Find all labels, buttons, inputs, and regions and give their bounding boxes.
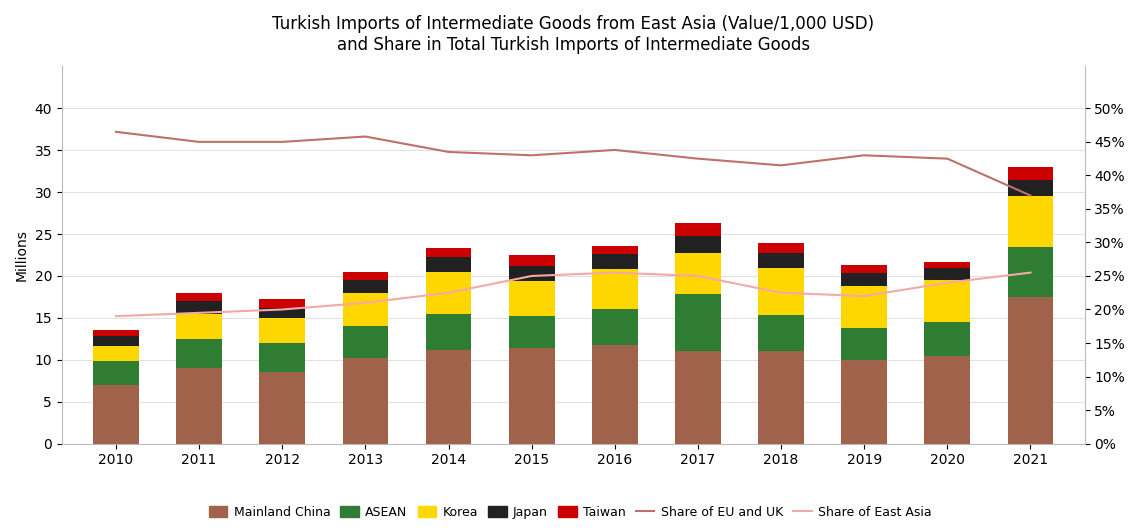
Share of EU and UK bbox=[109, 129, 123, 135]
Bar bbox=[925, 322, 970, 356]
Bar bbox=[342, 358, 389, 444]
Y-axis label: Millions: Millions bbox=[15, 229, 28, 281]
Bar bbox=[425, 272, 471, 314]
Share of East Asia bbox=[276, 306, 290, 313]
Bar bbox=[758, 268, 804, 314]
Share of East Asia bbox=[940, 279, 954, 286]
Line: Share of EU and UK: Share of EU and UK bbox=[116, 132, 1031, 196]
Share of East Asia bbox=[441, 289, 455, 296]
Share of EU and UK bbox=[774, 162, 788, 169]
Bar bbox=[177, 301, 222, 314]
Bar bbox=[425, 350, 471, 444]
Bar bbox=[1008, 196, 1053, 246]
Bar bbox=[342, 272, 389, 280]
Bar bbox=[93, 347, 139, 361]
Share of EU and UK bbox=[193, 139, 206, 145]
Share of East Asia bbox=[857, 293, 871, 299]
Bar bbox=[758, 253, 804, 268]
Share of East Asia bbox=[774, 289, 788, 296]
Bar bbox=[260, 343, 306, 373]
Share of EU and UK bbox=[940, 155, 954, 162]
Share of EU and UK bbox=[1024, 192, 1037, 199]
Bar bbox=[592, 254, 637, 269]
Share of East Asia bbox=[524, 273, 538, 279]
Bar bbox=[508, 266, 554, 281]
Bar bbox=[675, 351, 720, 444]
Share of East Asia bbox=[109, 313, 123, 320]
Bar bbox=[342, 293, 389, 326]
Bar bbox=[675, 252, 720, 294]
Bar bbox=[1008, 167, 1053, 180]
Bar bbox=[758, 314, 804, 351]
Bar bbox=[260, 308, 306, 318]
Share of East Asia bbox=[1024, 269, 1037, 276]
Bar bbox=[93, 361, 139, 385]
Bar bbox=[425, 314, 471, 350]
Share of East Asia bbox=[193, 310, 206, 316]
Bar bbox=[758, 243, 804, 253]
Bar bbox=[925, 268, 970, 280]
Bar bbox=[93, 385, 139, 444]
Bar bbox=[1008, 180, 1053, 196]
Bar bbox=[177, 339, 222, 368]
Bar bbox=[342, 280, 389, 293]
Share of EU and UK bbox=[358, 134, 372, 140]
Share of EU and UK bbox=[276, 139, 290, 145]
Bar bbox=[925, 280, 970, 322]
Share of EU and UK bbox=[524, 152, 538, 158]
Share of East Asia bbox=[691, 273, 705, 279]
Bar bbox=[260, 318, 306, 343]
Bar bbox=[260, 299, 306, 308]
Line: Share of East Asia: Share of East Asia bbox=[116, 272, 1031, 316]
Bar bbox=[841, 286, 887, 328]
Bar bbox=[925, 356, 970, 444]
Bar bbox=[592, 344, 637, 444]
Bar bbox=[592, 269, 637, 310]
Bar bbox=[675, 223, 720, 236]
Bar bbox=[425, 249, 471, 257]
Title: Turkish Imports of Intermediate Goods from East Asia (Value/1,000 USD)
and Share: Turkish Imports of Intermediate Goods fr… bbox=[272, 15, 874, 54]
Bar bbox=[260, 373, 306, 444]
Bar bbox=[508, 348, 554, 444]
Share of East Asia bbox=[608, 269, 621, 276]
Bar bbox=[93, 330, 139, 337]
Bar bbox=[592, 310, 637, 344]
Bar bbox=[841, 328, 887, 360]
Bar bbox=[508, 316, 554, 348]
Bar bbox=[1008, 297, 1053, 444]
Share of EU and UK bbox=[441, 149, 455, 155]
Legend: Mainland China, ASEAN, Korea, Japan, Taiwan, Share of EU and UK, Share of East A: Mainland China, ASEAN, Korea, Japan, Tai… bbox=[204, 501, 936, 524]
Bar bbox=[425, 257, 471, 272]
Bar bbox=[841, 273, 887, 286]
Bar bbox=[675, 236, 720, 252]
Bar bbox=[925, 262, 970, 268]
Bar bbox=[177, 293, 222, 301]
Bar bbox=[508, 255, 554, 266]
Share of EU and UK bbox=[608, 147, 621, 153]
Bar bbox=[758, 351, 804, 444]
Bar bbox=[675, 294, 720, 351]
Share of EU and UK bbox=[857, 152, 871, 158]
Bar bbox=[592, 246, 637, 254]
Share of East Asia bbox=[358, 299, 372, 306]
Bar bbox=[1008, 246, 1053, 297]
Bar bbox=[177, 314, 222, 339]
Bar bbox=[841, 360, 887, 444]
Share of EU and UK bbox=[691, 155, 705, 162]
Bar bbox=[841, 265, 887, 273]
Bar bbox=[177, 368, 222, 444]
Bar bbox=[508, 281, 554, 316]
Bar bbox=[342, 326, 389, 358]
Bar bbox=[93, 337, 139, 347]
